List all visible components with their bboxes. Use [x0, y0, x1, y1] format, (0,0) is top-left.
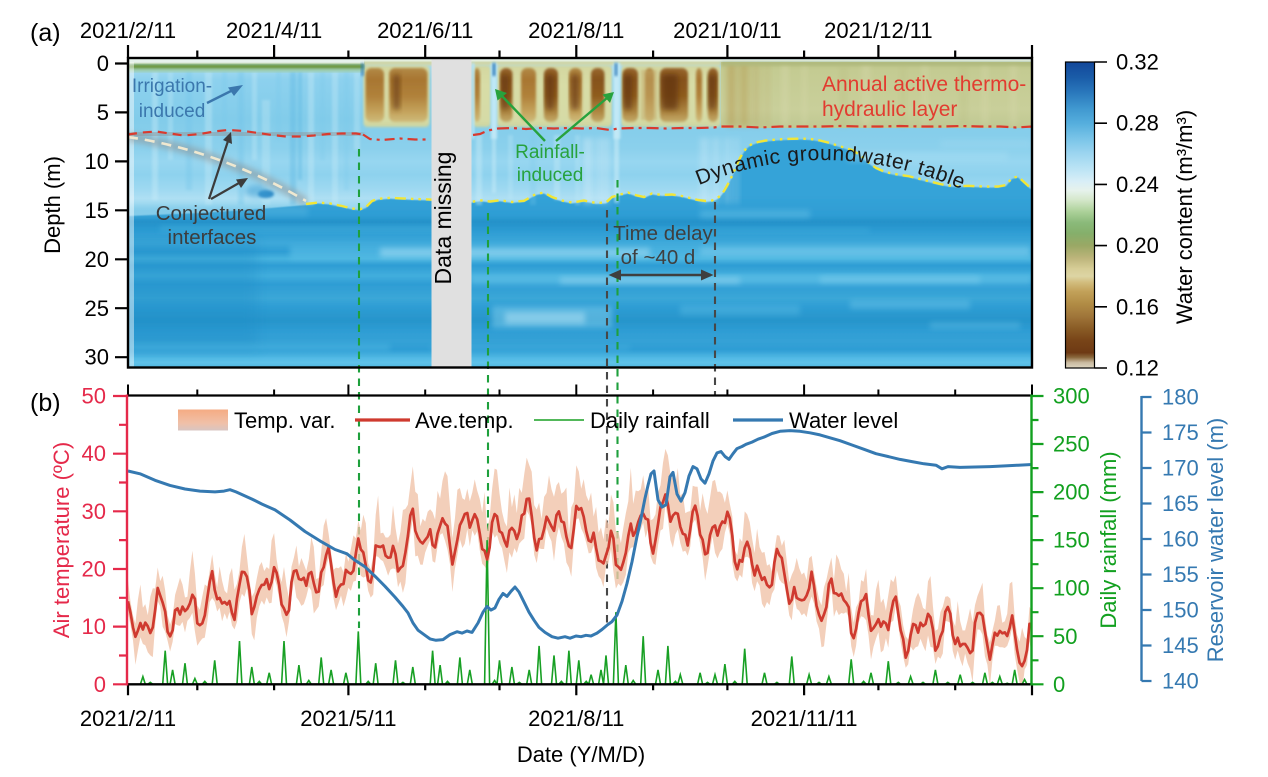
- svg-text:Reservoir water level (m): Reservoir water level (m): [1203, 418, 1228, 663]
- svg-text:25: 25: [85, 296, 109, 321]
- svg-text:150: 150: [1162, 598, 1199, 623]
- svg-text:Daily rainfall: Daily rainfall: [590, 408, 710, 433]
- svg-text:250: 250: [1053, 432, 1090, 457]
- svg-text:2021/11/11: 2021/11/11: [751, 706, 858, 731]
- svg-text:30: 30: [82, 499, 106, 524]
- svg-text:interfaces: interfaces: [168, 226, 257, 249]
- svg-text:15: 15: [85, 198, 109, 223]
- svg-text:160: 160: [1162, 527, 1199, 552]
- svg-text:0: 0: [97, 51, 109, 76]
- svg-text:165: 165: [1162, 491, 1199, 516]
- svg-text:150: 150: [1053, 528, 1090, 553]
- svg-text:induced: induced: [139, 101, 206, 122]
- svg-text:Air temperature (ºC): Air temperature (ºC): [49, 442, 74, 638]
- svg-text:10: 10: [82, 614, 106, 639]
- svg-text:2021/6/11: 2021/6/11: [377, 18, 473, 43]
- svg-text:2021/12/11: 2021/12/11: [824, 18, 932, 43]
- svg-text:Conjectured: Conjectured: [156, 202, 267, 225]
- svg-text:50: 50: [82, 384, 106, 409]
- svg-text:0.32: 0.32: [1116, 50, 1159, 75]
- svg-text:Time delay: Time delay: [613, 222, 713, 245]
- svg-text:2021/8/11: 2021/8/11: [528, 706, 624, 731]
- svg-text:hydraulic layer: hydraulic layer: [822, 98, 957, 121]
- svg-text:Water content (m³/m³): Water content (m³/m³): [1172, 110, 1197, 324]
- svg-text:5: 5: [97, 100, 109, 125]
- svg-text:(b): (b): [30, 389, 61, 417]
- svg-text:0.20: 0.20: [1116, 233, 1159, 258]
- svg-text:10: 10: [85, 149, 109, 174]
- svg-text:(a): (a): [30, 19, 61, 47]
- svg-text:100: 100: [1053, 576, 1090, 601]
- svg-text:Temp. var.: Temp. var.: [234, 408, 335, 433]
- svg-text:50: 50: [1053, 624, 1077, 649]
- svg-text:2021/5/11: 2021/5/11: [300, 706, 396, 731]
- svg-text:2021/2/11: 2021/2/11: [80, 706, 176, 731]
- svg-text:0: 0: [94, 672, 106, 697]
- svg-text:2021/2/11: 2021/2/11: [80, 18, 176, 43]
- svg-text:0.28: 0.28: [1116, 111, 1159, 136]
- svg-text:0.24: 0.24: [1116, 172, 1159, 197]
- svg-text:Irrigation-: Irrigation-: [132, 76, 212, 97]
- svg-text:175: 175: [1162, 420, 1199, 445]
- svg-text:Daily rainfall (mm): Daily rainfall (mm): [1096, 451, 1121, 628]
- svg-text:2021/4/11: 2021/4/11: [226, 18, 322, 43]
- svg-text:170: 170: [1162, 456, 1199, 481]
- svg-text:Ave.temp.: Ave.temp.: [415, 408, 514, 433]
- svg-text:Data missing: Data missing: [430, 152, 456, 285]
- svg-text:300: 300: [1053, 384, 1090, 409]
- svg-text:20: 20: [82, 557, 106, 582]
- svg-text:2021/10/11: 2021/10/11: [673, 18, 781, 43]
- svg-text:Depth (m): Depth (m): [40, 156, 65, 254]
- svg-text:180: 180: [1162, 385, 1199, 410]
- svg-text:Annual active thermo-: Annual active thermo-: [822, 73, 1026, 96]
- svg-text:2021/8/11: 2021/8/11: [528, 18, 624, 43]
- svg-text:145: 145: [1162, 633, 1199, 658]
- svg-text:20: 20: [85, 247, 109, 272]
- svg-text:Date (Y/M/D): Date (Y/M/D): [517, 742, 645, 767]
- svg-text:Rainfall-: Rainfall-: [515, 142, 585, 163]
- svg-text:155: 155: [1162, 562, 1199, 587]
- svg-text:40: 40: [82, 441, 106, 466]
- svg-text:Water level: Water level: [789, 408, 898, 433]
- svg-text:140: 140: [1162, 669, 1199, 694]
- svg-text:30: 30: [85, 345, 109, 370]
- svg-text:of ~40 d: of ~40 d: [621, 246, 696, 269]
- svg-text:0.12: 0.12: [1116, 356, 1159, 381]
- svg-text:0.16: 0.16: [1116, 294, 1159, 319]
- svg-text:200: 200: [1053, 480, 1090, 505]
- svg-text:0: 0: [1053, 672, 1065, 697]
- svg-text:induced: induced: [517, 165, 584, 186]
